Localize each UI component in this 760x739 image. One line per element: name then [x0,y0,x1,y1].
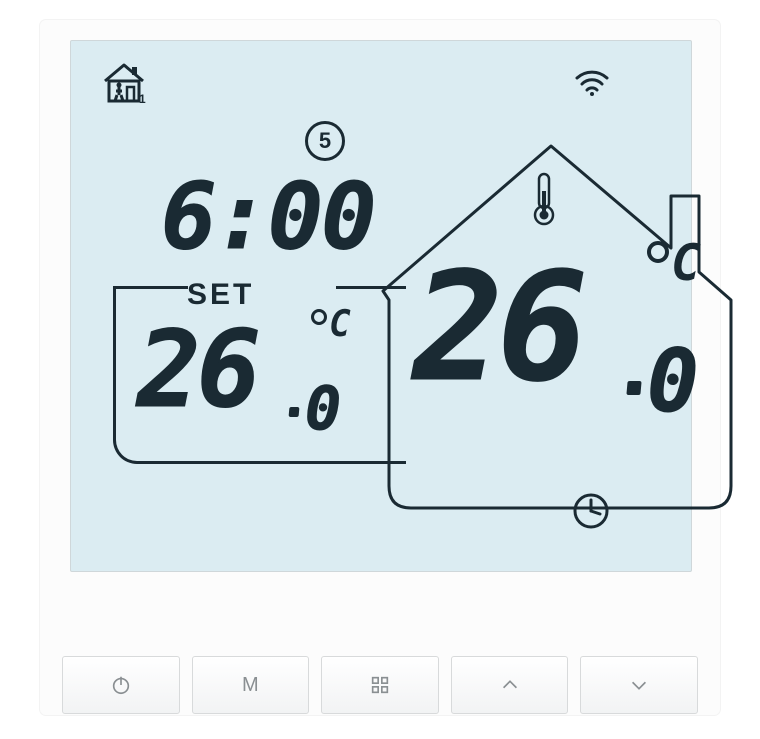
set-temp-integer: 26 [137,317,257,423]
thermostat-device: 1 5 6:00 SET 26 [0,0,760,739]
menu-button[interactable] [321,656,439,714]
day-number: 5 [319,128,331,154]
set-temp-unit: C [311,309,351,341]
room-temp-point [626,381,641,395]
home-occupied-icon: 1 [99,59,149,110]
svg-text:1: 1 [139,92,146,105]
room-temp-integer: 26 [413,253,582,403]
set-temp-point [289,407,300,417]
time-display: 6:00 [161,171,375,263]
mode-button[interactable]: M [192,656,310,714]
thermometer-icon [531,171,557,232]
down-button[interactable] [580,656,698,714]
power-button[interactable] [62,656,180,714]
wifi-icon [573,66,611,101]
button-row: M [40,656,720,714]
room-temp-unit: C [647,241,701,286]
clock-icon [571,491,611,536]
set-temp-decimal: 0 [305,379,341,439]
day-number-badge: 5 [305,121,345,161]
room-temp-decimal: 0 [647,339,699,425]
mode-button-label: M [242,674,259,697]
up-button[interactable] [451,656,569,714]
lcd-screen: 1 5 6:00 SET 26 [70,40,692,572]
